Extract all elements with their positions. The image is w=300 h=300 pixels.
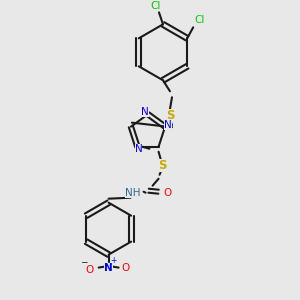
Text: S: S [158,159,167,172]
Text: N: N [164,120,172,130]
Text: NH: NH [125,188,140,198]
Text: Cl: Cl [151,2,161,11]
Text: N: N [104,262,113,273]
Text: S: S [166,109,174,122]
Text: N: N [141,107,149,117]
Text: Cl: Cl [194,15,204,26]
Text: −: − [80,257,87,266]
Text: N: N [135,144,142,154]
Text: O: O [85,265,94,275]
Text: +: + [110,256,117,265]
Text: O: O [122,262,130,273]
Text: O: O [164,188,172,198]
